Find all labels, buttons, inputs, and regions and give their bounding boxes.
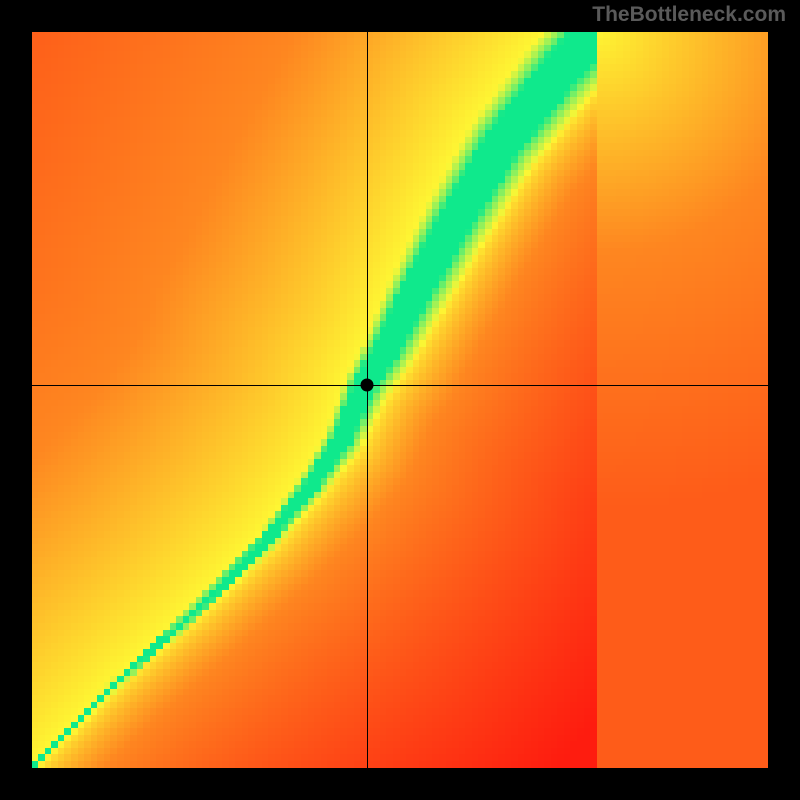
data-marker-dot <box>360 379 373 392</box>
chart-container: TheBottleneck.com <box>0 0 800 800</box>
crosshair-vertical <box>367 32 368 768</box>
crosshair-horizontal <box>32 385 768 386</box>
watermark-text: TheBottleneck.com <box>592 3 786 27</box>
heatmap-canvas <box>32 32 768 768</box>
